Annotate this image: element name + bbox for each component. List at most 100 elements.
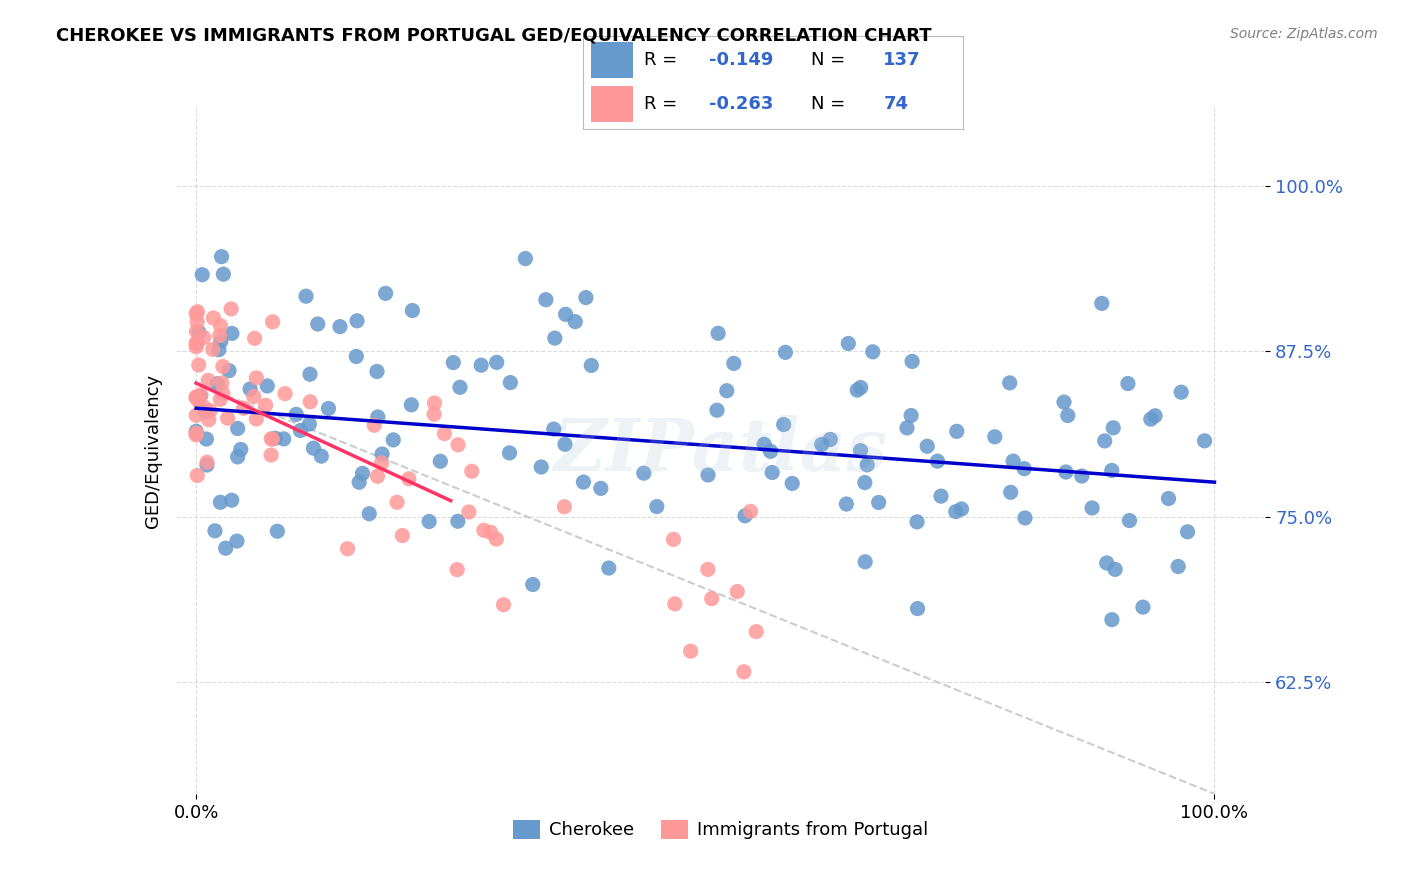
Point [1095, 556, 1118, 570]
Point [998, 376, 1021, 390]
Point [1002, 454, 1025, 468]
Point [385, 495, 408, 509]
Point [195, 432, 218, 446]
Point [1116, 376, 1139, 391]
Point [209, 334, 232, 349]
Point [837, 336, 859, 351]
Point [370, 456, 392, 470]
Point [184, 340, 207, 354]
Point [499, 376, 522, 390]
Point [564, 315, 586, 329]
Text: ZIPatlas: ZIPatlas [554, 415, 887, 486]
Point [212, 359, 235, 374]
Point [344, 350, 367, 364]
Point [285, 408, 308, 422]
Point [186, 468, 208, 483]
Point [553, 500, 575, 514]
Point [311, 449, 333, 463]
Point [446, 563, 468, 577]
Point [1070, 469, 1092, 483]
Point [186, 337, 208, 351]
Point [186, 336, 208, 351]
Point [589, 482, 612, 496]
Point [1118, 514, 1140, 528]
Point [868, 495, 890, 509]
Point [457, 505, 479, 519]
Point [299, 394, 322, 409]
Point [217, 411, 239, 425]
Point [266, 524, 288, 539]
Point [202, 310, 225, 325]
Text: N =: N = [811, 95, 851, 113]
Point [273, 432, 295, 446]
Point [1132, 600, 1154, 615]
Point [1167, 559, 1189, 574]
Point [401, 303, 423, 318]
Point [1081, 500, 1104, 515]
Point [232, 401, 254, 416]
Point [186, 315, 208, 329]
Point [184, 307, 207, 321]
Point [441, 355, 464, 369]
Point [915, 439, 938, 453]
Point [212, 267, 235, 281]
Point [1177, 524, 1199, 539]
Point [193, 330, 215, 344]
Point [186, 336, 208, 351]
Point [534, 293, 557, 307]
Point [188, 390, 211, 404]
Point [367, 409, 389, 424]
Point [198, 403, 221, 417]
Point [759, 444, 782, 458]
Point [245, 412, 267, 426]
Point [645, 500, 668, 514]
Point [707, 326, 730, 341]
Point [221, 326, 243, 341]
Point [187, 358, 209, 372]
Point [846, 383, 869, 397]
Point [1102, 421, 1125, 435]
Point [472, 524, 495, 538]
Point [543, 422, 565, 436]
Point [195, 458, 218, 472]
Point [700, 591, 723, 606]
Point [1194, 434, 1216, 448]
Point [398, 472, 420, 486]
Point [264, 431, 287, 445]
Point [1101, 613, 1123, 627]
Point [211, 376, 233, 390]
Point [219, 301, 242, 316]
Point [366, 364, 388, 378]
Point [256, 379, 278, 393]
Point [896, 421, 918, 435]
Text: N =: N = [811, 51, 851, 69]
Point [347, 475, 370, 490]
Point [498, 446, 520, 460]
Point [697, 468, 720, 483]
Point [208, 343, 231, 357]
Point [194, 405, 217, 419]
Point [1012, 461, 1035, 475]
Point [211, 250, 233, 264]
Point [423, 396, 446, 410]
Point [186, 324, 208, 338]
Point [664, 597, 686, 611]
Point [245, 371, 267, 385]
Point [984, 430, 1007, 444]
Point [725, 584, 748, 599]
Point [492, 598, 515, 612]
Point [195, 455, 218, 469]
Point [262, 432, 284, 446]
Point [207, 376, 229, 391]
Point [461, 464, 484, 478]
Point [447, 438, 470, 452]
Point [662, 533, 685, 547]
Point [485, 355, 508, 369]
Point [274, 386, 297, 401]
Point [254, 398, 277, 412]
Point [572, 475, 595, 489]
Point [193, 401, 215, 415]
Point [716, 384, 738, 398]
Point [862, 344, 884, 359]
Point [262, 315, 284, 329]
